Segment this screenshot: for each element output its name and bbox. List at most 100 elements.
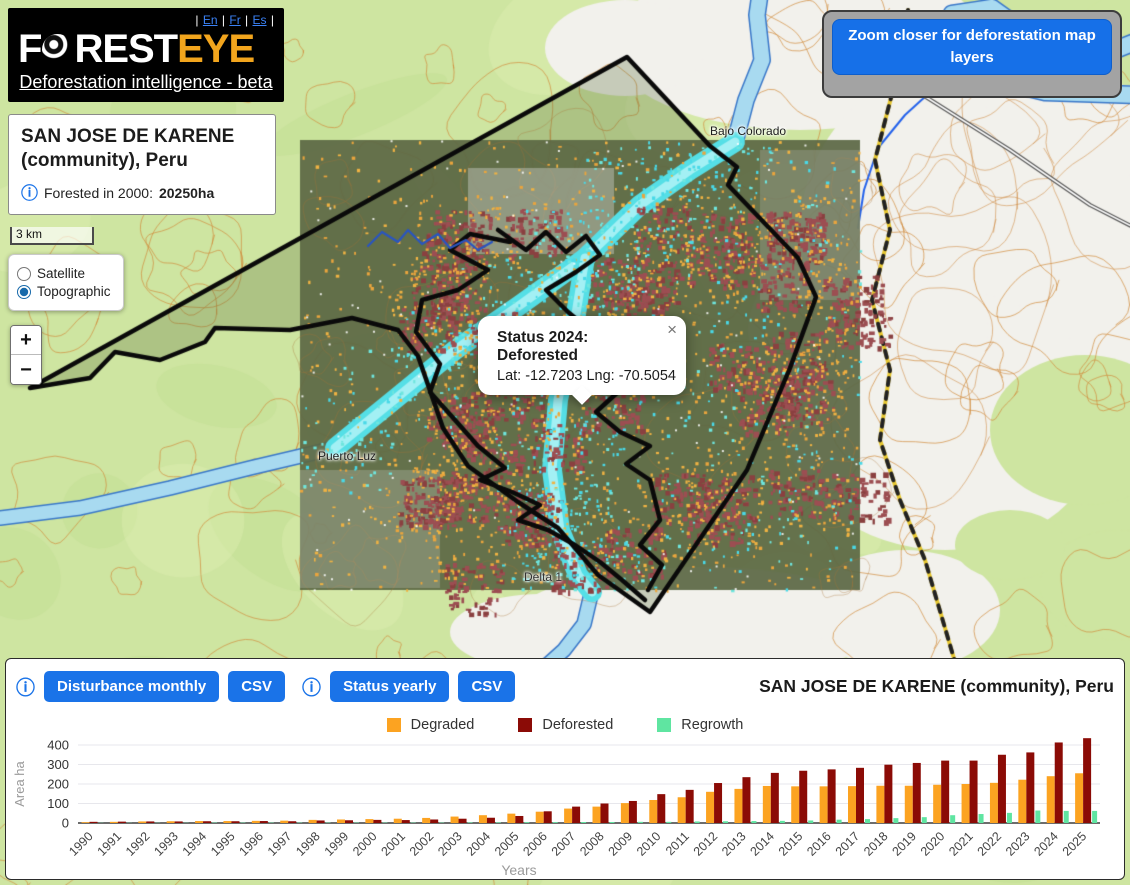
lang-link-en[interactable]: En [202, 13, 218, 27]
legend-label: Degraded [410, 717, 475, 733]
layer-option-topographic[interactable]: Topographic [17, 284, 111, 299]
x-tick-label: 1999 [322, 829, 352, 859]
x-tick-label: 1992 [123, 829, 153, 859]
separator: | [221, 13, 226, 27]
x-tick-label: 2024 [1031, 829, 1061, 859]
svg-text:200: 200 [47, 777, 69, 792]
bar-degraded-2020 [933, 784, 942, 823]
bar-degraded-2017 [848, 786, 856, 823]
bar-degraded-2007 [564, 808, 573, 823]
zoom-out-button[interactable]: − [11, 355, 41, 384]
bar-degraded-2016 [819, 786, 828, 823]
x-tick-label: 2017 [833, 829, 863, 859]
zoom-closer-button[interactable]: Zoom closer for deforestation map layers [832, 19, 1112, 75]
svg-text:Area ha: Area ha [12, 760, 27, 806]
x-tick-label: 2000 [350, 829, 380, 859]
bar-degraded-2025 [1075, 773, 1084, 823]
legend-swatch [386, 718, 401, 732]
zoom-in-button[interactable]: + [11, 326, 41, 355]
bar-deforested-2016 [827, 769, 836, 823]
map-place-label: Bajo Colorado [710, 124, 787, 138]
x-tick-label: 2001 [378, 829, 408, 859]
bar-regrowth-2009 [637, 821, 643, 823]
popup-coordinates: Lat: -12.7203 Lng: -70.5054 [497, 368, 676, 384]
bar-regrowth-2025 [1092, 810, 1098, 823]
forested-label: Forested in 2000: [44, 185, 153, 201]
bar-degraded-2018 [876, 785, 885, 823]
x-tick-label: 1993 [151, 829, 181, 859]
csv-download-button[interactable]: CSV [228, 671, 286, 702]
lang-link-es[interactable]: Es [252, 13, 267, 27]
x-tick-label: 2011 [663, 829, 692, 858]
community-title: SAN JOSE DE KARENE (community), Peru [21, 126, 235, 171]
bar-degraded-2024 [1046, 776, 1055, 823]
bar-degraded-1994 [195, 821, 204, 823]
topographic-radio[interactable] [17, 284, 31, 299]
close-icon[interactable]: × [667, 320, 677, 339]
x-tick-label: 1995 [208, 829, 238, 859]
x-tick-label: 1996 [237, 829, 267, 859]
bar-deforested-2025 [1083, 738, 1092, 823]
bar-degraded-2009 [620, 803, 629, 823]
bar-deforested-2010 [657, 794, 666, 823]
bar-degraded-2014 [762, 785, 771, 823]
logo-text: REST [74, 27, 178, 71]
legend-item: Degraded [386, 717, 475, 733]
x-tick-label: 2006 [520, 829, 550, 859]
bar-deforested-1994 [203, 821, 212, 823]
x-tick-label: 2016 [804, 829, 834, 859]
layer-option-satellite[interactable]: Satellite [17, 266, 111, 281]
bar-degraded-2022 [989, 782, 998, 823]
bar-degraded-2023 [1018, 779, 1027, 823]
chart-panel: ⓘ Disturbance monthly CSV ⓘ Status yearl… [5, 658, 1125, 880]
bar-regrowth-2017 [865, 819, 870, 823]
bar-regrowth-2003 [467, 822, 473, 823]
bar-deforested-1990 [89, 821, 98, 823]
bar-degraded-1998 [308, 819, 317, 823]
bar-regrowth-2005 [524, 822, 530, 823]
separator: | [195, 13, 199, 27]
layer-label: Topographic [37, 284, 111, 299]
bar-degraded-2005 [507, 813, 516, 823]
layer-label: Satellite [37, 266, 86, 281]
lang-link-fr[interactable]: Fr [229, 13, 241, 27]
legend-swatch [518, 718, 533, 732]
csv-download-button[interactable]: CSV [458, 671, 516, 702]
bar-deforested-2005 [515, 815, 524, 823]
bar-regrowth-2012 [723, 821, 729, 823]
info-icon[interactable]: ⓘ [16, 678, 36, 699]
x-tick-label: 2019 [889, 829, 919, 859]
app-logo: F REST EYE [18, 29, 274, 69]
x-tick-label: 2004 [464, 829, 494, 859]
x-tick-label: 2005 [492, 829, 522, 859]
x-tick-label: 2003 [435, 829, 465, 859]
bar-deforested-2019 [912, 762, 921, 823]
bar-deforested-2014 [770, 772, 779, 823]
bar-regrowth-2023 [1035, 810, 1041, 823]
bar-deforested-2024 [1054, 742, 1063, 823]
bar-degraded-2004 [478, 815, 487, 823]
bar-deforested-2013 [742, 777, 751, 823]
satellite-radio[interactable] [17, 266, 31, 281]
community-info-card: SAN JOSE DE KARENE (community), Peru ⓘ F… [8, 114, 276, 215]
eye-icon [42, 33, 74, 65]
info-icon[interactable]: ⓘ [21, 183, 38, 203]
logo-card: | En | Fr | Es | F REST EYE Deforestation … [8, 8, 284, 102]
svg-text:300: 300 [47, 757, 69, 772]
popup-status: Status 2024: Deforested [497, 329, 589, 364]
bar-deforested-2007 [572, 806, 581, 823]
bar-regrowth-2011 [694, 821, 700, 823]
status-yearly-button[interactable]: Status yearly [330, 671, 450, 702]
info-icon[interactable]: ⓘ [302, 678, 322, 699]
svg-text:0: 0 [62, 816, 69, 831]
bar-regrowth-2004 [495, 822, 501, 823]
map-scale-bar: 3 km [10, 227, 94, 245]
bar-deforested-2008 [600, 803, 609, 823]
disturbance-monthly-button[interactable]: Disturbance monthly [44, 671, 220, 702]
bar-deforested-2018 [884, 764, 893, 823]
bar-regrowth-2007 [581, 822, 587, 823]
bar-degraded-2006 [535, 811, 544, 823]
x-tick-label: 1998 [293, 829, 323, 859]
x-tick-label: 2020 [918, 829, 948, 859]
logo-text: EYE [177, 27, 255, 71]
